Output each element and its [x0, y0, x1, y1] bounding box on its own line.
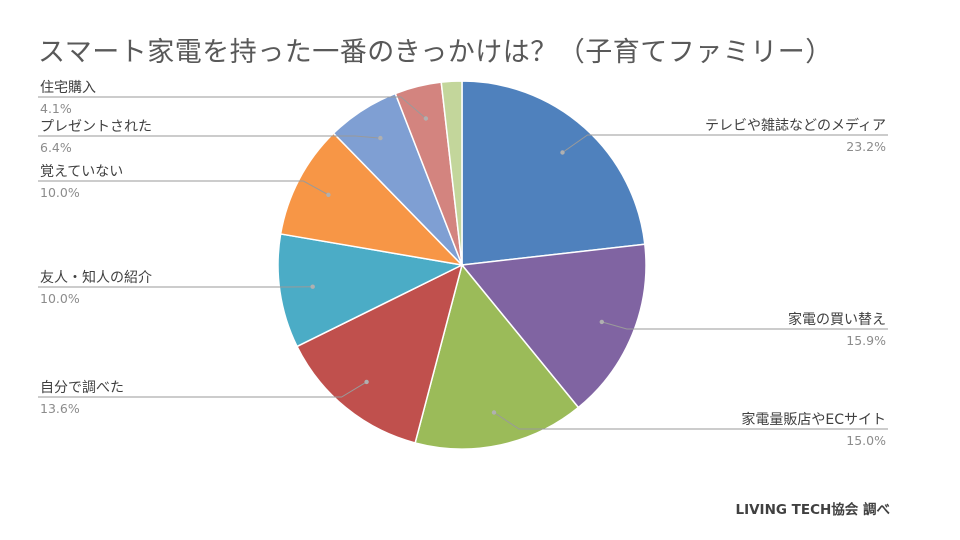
slice-value-label: 15.9%: [846, 333, 886, 348]
slice-label: 覚えていない: [40, 164, 123, 180]
leader-line: [38, 135, 381, 139]
leader-dot: [378, 135, 383, 141]
pie-slice-3: [414, 263, 580, 450]
leader-line: [38, 381, 367, 398]
leader-line: [38, 96, 427, 119]
leader-line: [601, 321, 888, 330]
leader-dot: [364, 379, 369, 385]
pie-slice-4: [296, 263, 464, 444]
leader-dot: [310, 284, 315, 289]
pie-slice-2: [460, 243, 647, 409]
slice-label: 友人・知人の紹介: [40, 269, 152, 286]
slice-value-label: 10.0%: [40, 291, 80, 306]
pie-slice-5: [277, 233, 465, 348]
leader-dot: [560, 150, 565, 155]
source-note: LIVING TECH協会 調べ: [735, 502, 890, 518]
leader-dot: [423, 116, 429, 121]
leader-line: [38, 180, 329, 196]
slice-label: テレビや雑誌などのメディア: [705, 117, 886, 134]
slice-value-label: 23.2%: [846, 139, 886, 154]
leader-dot: [599, 319, 604, 325]
leader-line: [493, 412, 888, 430]
pie-slice-1: [461, 80, 646, 266]
slice-value-label: 4.1%: [40, 101, 72, 116]
slice-label: 住宅購入: [40, 80, 96, 96]
chart-title: スマート家電を持った一番のきっかけは？（子育てファミリー）: [38, 37, 833, 68]
slice-label: 家電量販店やECサイト: [741, 411, 886, 428]
leader-line: [562, 134, 888, 153]
pie-slice-6: [279, 132, 465, 267]
slice-value-label: 15.0%: [846, 433, 886, 448]
leader-dot: [491, 410, 497, 415]
slice-value-label: 13.6%: [40, 401, 80, 416]
slice-label: プレゼントされた: [40, 119, 152, 135]
leader-dot: [326, 192, 331, 197]
slice-label: 家電の買い替え: [788, 311, 886, 328]
pie-slice-9: [440, 80, 463, 266]
slice-value-label: 6.4%: [40, 140, 72, 155]
slice-value-label: 10.0%: [40, 185, 80, 200]
slice-label: 自分で調べた: [40, 380, 124, 396]
